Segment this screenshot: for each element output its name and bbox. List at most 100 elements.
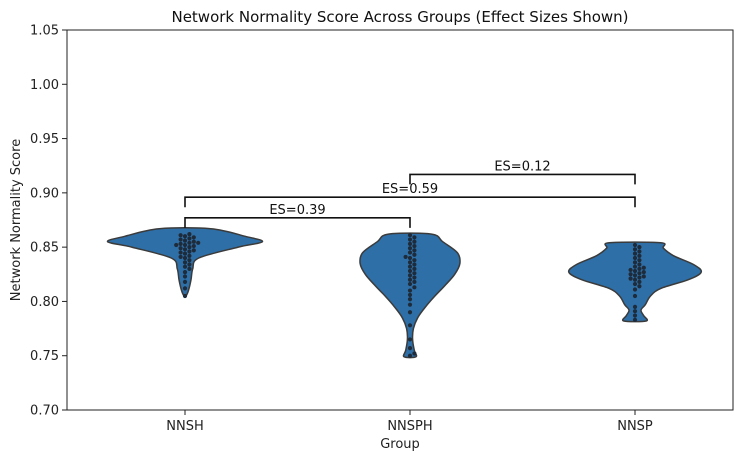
x-tick-label: NNSP <box>617 419 653 434</box>
data-point <box>178 254 183 260</box>
x-axis-title: Group <box>380 437 420 452</box>
data-point <box>187 236 192 241</box>
violin-nnsp <box>567 241 703 323</box>
data-point <box>637 284 642 289</box>
data-point <box>632 281 638 287</box>
y-tick-label: 1.00 <box>30 78 59 93</box>
data-point <box>637 262 642 267</box>
data-point <box>187 258 192 263</box>
y-axis: 0.70 0.75 0.80 0.85 0.90 0.95 1.00 1.05 <box>30 24 67 419</box>
data-point <box>407 302 413 307</box>
data-point <box>182 279 188 284</box>
data-point <box>407 233 413 238</box>
data-point <box>407 255 413 261</box>
data-point <box>641 270 646 275</box>
data-point <box>407 237 413 242</box>
data-point <box>412 285 417 290</box>
data-point <box>407 288 413 293</box>
data-point <box>187 232 192 237</box>
data-point <box>182 293 188 299</box>
data-point <box>632 293 638 299</box>
data-point <box>182 274 188 279</box>
data-point <box>407 246 413 251</box>
data-point <box>632 304 638 309</box>
data-point <box>632 313 638 318</box>
data-point <box>637 245 642 250</box>
data-point <box>178 237 183 242</box>
data-point <box>412 279 417 284</box>
data-point <box>632 268 638 274</box>
data-point <box>628 276 633 281</box>
data-point <box>637 271 642 276</box>
data-point <box>407 353 413 358</box>
data-point <box>182 286 188 291</box>
data-point <box>632 242 638 248</box>
data-point <box>182 247 188 252</box>
data-point <box>187 240 192 245</box>
y-tick-label: 0.70 <box>30 404 59 419</box>
y-axis-title: Network Normality Score <box>9 139 24 301</box>
plot-frame <box>66 29 734 411</box>
data-point <box>191 243 196 249</box>
data-point <box>191 235 196 240</box>
violins <box>106 226 703 359</box>
data-point <box>412 351 417 356</box>
data-point <box>412 258 417 263</box>
data-point <box>628 272 633 277</box>
es-label: ES=0.59 <box>382 182 438 197</box>
y-tick-label: 0.90 <box>30 186 59 201</box>
data-point <box>182 255 188 261</box>
es-label: ES=0.39 <box>269 203 325 218</box>
x-tick-label: NNSH <box>166 419 203 434</box>
data-point <box>187 253 192 258</box>
data-point <box>407 281 413 287</box>
x-axis: NNSH NNSPH NNSP <box>166 410 653 434</box>
es-bracket <box>409 173 636 185</box>
data-point <box>187 262 192 267</box>
data-point <box>632 309 638 314</box>
data-point <box>407 277 413 282</box>
data-point <box>407 268 413 274</box>
data-point <box>196 240 201 245</box>
data-point <box>637 275 642 280</box>
data-point <box>632 277 638 282</box>
data-point <box>637 258 642 263</box>
y-tick-label: 1.05 <box>30 24 59 39</box>
data-point <box>412 252 417 257</box>
data-point <box>412 271 417 276</box>
data-point <box>182 251 188 256</box>
effect-size-annotations: ES=0.39 ES=0.59 ES=0.12 <box>184 159 636 228</box>
data-point <box>407 241 413 246</box>
data-point <box>637 266 642 271</box>
data-point <box>178 246 183 251</box>
data-point <box>178 241 183 246</box>
data-point <box>632 255 638 261</box>
data-point <box>407 292 413 298</box>
data-point <box>407 310 413 315</box>
es-label: ES=0.12 <box>494 159 550 174</box>
data-point <box>407 250 413 255</box>
data-point <box>191 239 196 244</box>
data-point <box>632 251 638 256</box>
data-point <box>632 317 638 322</box>
y-tick-label: 0.75 <box>30 349 59 364</box>
data-point <box>182 242 188 248</box>
y-tick-label: 0.80 <box>30 295 59 310</box>
data-point <box>412 243 417 249</box>
es-bracket <box>184 196 636 208</box>
data-point <box>637 253 642 258</box>
data-point <box>182 270 188 275</box>
swarm-points <box>174 232 646 358</box>
data-point <box>178 250 183 255</box>
data-point <box>641 265 646 270</box>
data-point <box>403 254 408 260</box>
data-point <box>191 248 196 253</box>
data-point <box>637 279 642 284</box>
data-point <box>632 247 638 252</box>
data-point <box>412 266 417 271</box>
data-point <box>632 287 638 292</box>
data-point <box>407 260 413 265</box>
data-point <box>182 264 188 269</box>
data-point <box>412 262 417 267</box>
